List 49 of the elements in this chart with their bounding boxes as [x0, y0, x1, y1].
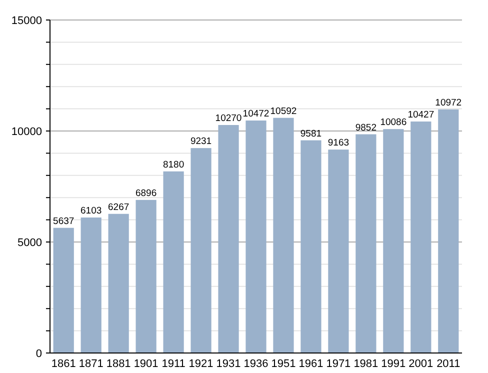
bar: [328, 150, 349, 353]
x-tick-label: 1951: [271, 358, 296, 370]
bar: [273, 118, 294, 353]
data-label: 10592: [270, 106, 297, 117]
x-tick-label: 1881: [106, 358, 131, 370]
y-tick-label: 10000: [11, 126, 42, 138]
x-tick-label: 1971: [326, 358, 351, 370]
data-label: 8180: [162, 159, 184, 170]
x-tick-label: 1911: [162, 358, 186, 370]
data-label: 9581: [300, 128, 322, 140]
bar: [136, 200, 156, 353]
bar: [356, 134, 376, 353]
data-label: 10427: [408, 110, 434, 121]
data-label: 9163: [328, 138, 350, 149]
data-label: 6267: [108, 202, 130, 213]
x-tick-label: 1861: [51, 358, 76, 370]
bar: [438, 109, 459, 353]
x-tick-label: 1901: [134, 358, 158, 370]
x-tick-label: 1931: [216, 358, 241, 370]
bar: [53, 228, 74, 353]
x-tick-label: 2011: [436, 358, 460, 370]
bar: [383, 129, 404, 353]
data-label: 10472: [242, 108, 270, 120]
bar: [190, 148, 212, 353]
y-tick-label: 15000: [11, 14, 42, 27]
data-label: 9231: [190, 136, 212, 148]
y-tick-label: 5000: [18, 236, 42, 249]
data-label: 6103: [80, 206, 102, 217]
bar: [163, 171, 184, 353]
data-label: 5637: [53, 216, 74, 227]
bar: [218, 125, 239, 353]
x-tick-label: 1991: [381, 358, 406, 370]
y-tick-label: 0: [36, 348, 42, 360]
x-tick-label: 1981: [354, 358, 378, 370]
data-label: 10270: [215, 113, 242, 124]
bar: [300, 140, 322, 353]
bar: [80, 218, 102, 353]
data-label: 10972: [435, 97, 462, 108]
x-tick-label: 1921: [188, 358, 214, 370]
bar: [410, 122, 432, 353]
bar: [246, 120, 266, 353]
x-tick-label: 2001: [408, 358, 434, 370]
data-label: 9852: [355, 122, 377, 134]
bar: [108, 214, 129, 353]
data-label: 6896: [135, 188, 157, 199]
x-tick-label: 1936: [244, 358, 268, 370]
data-label: 10086: [380, 117, 407, 128]
x-tick-label: 1871: [78, 358, 104, 370]
x-tick-label: 1961: [298, 358, 324, 370]
